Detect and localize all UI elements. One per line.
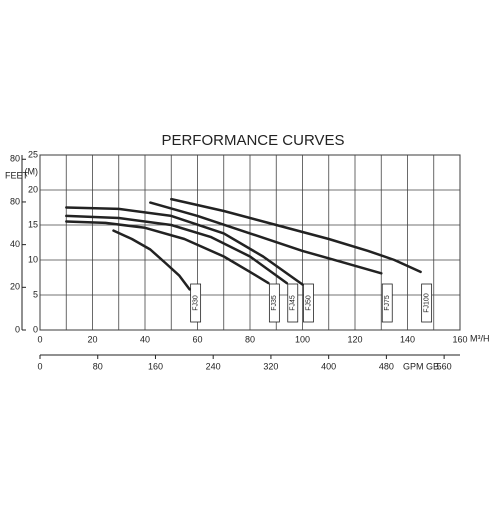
curve bbox=[112, 229, 191, 291]
curve-label-box bbox=[421, 283, 433, 323]
x2-tick-label: 80 bbox=[93, 361, 103, 371]
curve-label-box bbox=[268, 283, 280, 323]
y2-tick-label: 80 bbox=[10, 154, 20, 164]
curve-label: FJ50 bbox=[305, 295, 312, 311]
x2-tick-label: 480 bbox=[379, 361, 394, 371]
y-tick-label: 15 bbox=[28, 219, 38, 229]
curve-label-box bbox=[287, 283, 299, 323]
curve bbox=[65, 220, 270, 285]
x2-tick-label: 400 bbox=[321, 361, 336, 371]
curve bbox=[65, 214, 289, 285]
x2-tick-label: 0 bbox=[37, 361, 42, 371]
x-tick-label: 40 bbox=[140, 334, 150, 344]
y2-axis-label: FEET bbox=[5, 170, 29, 180]
curve-label: FJ45 bbox=[290, 295, 297, 311]
x-tick-label: 80 bbox=[245, 334, 255, 344]
curve-label: FJ30 bbox=[192, 295, 199, 311]
x-tick-label: 20 bbox=[87, 334, 97, 344]
y2-tick-label: 0 bbox=[15, 324, 20, 334]
y2-tick-label: 80 bbox=[10, 196, 20, 206]
curve-label: FJ35 bbox=[271, 295, 278, 311]
x2-tick-label: 320 bbox=[263, 361, 278, 371]
x-tick-label: 100 bbox=[295, 334, 310, 344]
y2-tick-label: 20 bbox=[10, 282, 20, 292]
x2-tick-label: 160 bbox=[148, 361, 163, 371]
chart-title: PERFORMANCE CURVES bbox=[161, 132, 344, 149]
y-tick-label: 5 bbox=[33, 289, 38, 299]
curve bbox=[170, 197, 422, 274]
y-tick-label: 20 bbox=[28, 184, 38, 194]
x-tick-label: 160 bbox=[452, 334, 467, 344]
curve-label-box bbox=[381, 283, 393, 323]
y-tick-label: 0 bbox=[33, 324, 38, 334]
curve-label-box bbox=[190, 283, 202, 323]
curve-label: FJ75 bbox=[384, 295, 391, 311]
x-tick-label: 140 bbox=[400, 334, 415, 344]
x-tick-label: 60 bbox=[192, 334, 202, 344]
x2-tick-label: 560 bbox=[437, 361, 452, 371]
y-tick-label: 25 bbox=[28, 149, 38, 159]
y-tick-label: 10 bbox=[28, 254, 38, 264]
x-tick-label: 0 bbox=[37, 334, 42, 344]
x-axis-label: M³/H bbox=[470, 333, 490, 343]
curve bbox=[149, 201, 383, 275]
curve-label-box bbox=[303, 283, 314, 323]
x2-axis-label: GPM GB bbox=[403, 361, 439, 371]
y-axis-label: (M) bbox=[25, 166, 39, 176]
curve-label: FJ100 bbox=[423, 293, 430, 313]
y2-tick-label: 40 bbox=[10, 239, 20, 249]
curve bbox=[65, 206, 304, 286]
x2-tick-label: 240 bbox=[206, 361, 221, 371]
x-tick-label: 120 bbox=[347, 334, 362, 344]
